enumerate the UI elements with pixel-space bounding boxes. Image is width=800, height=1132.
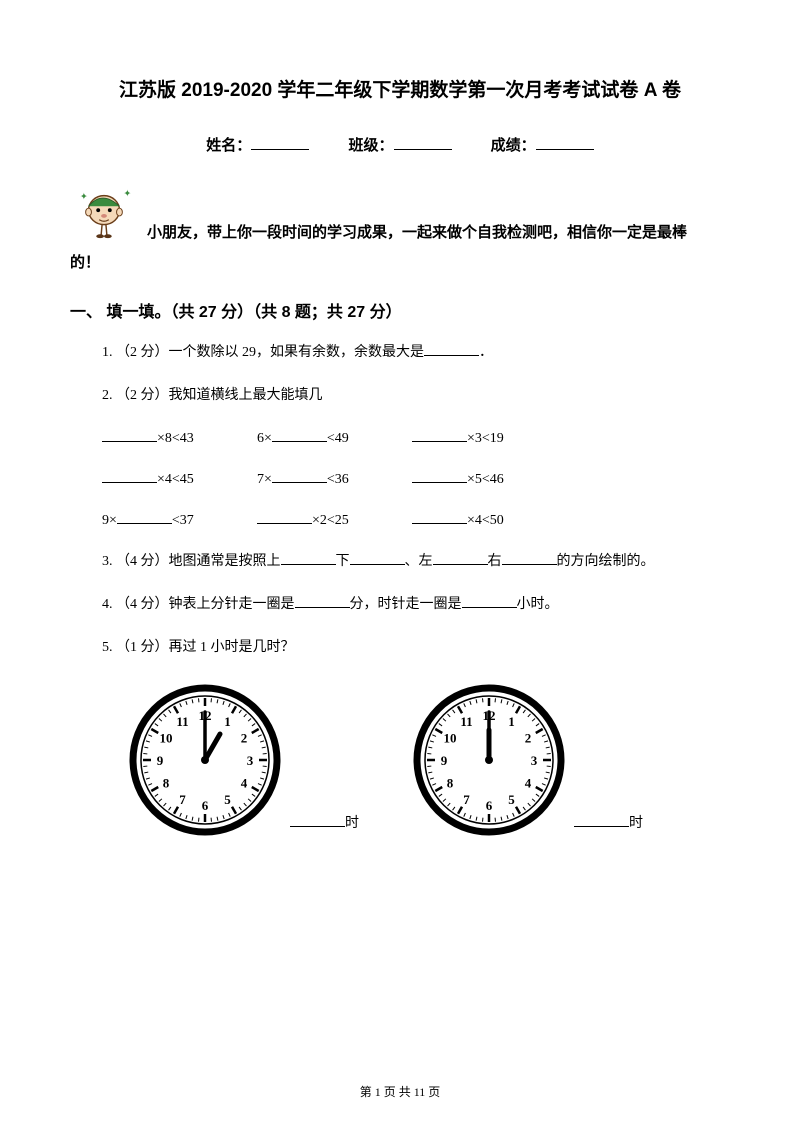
q4-pre: 4. （4 分）钟表上分针走一圈是 [102,597,295,612]
q1-suffix: ． [479,345,493,360]
clock-1-label: 时 [290,812,359,832]
clock-2: 123456789101112 [409,680,569,840]
q4-blank-2[interactable] [462,594,517,608]
q4-blank-1[interactable] [295,594,350,608]
q2-cell-2-2: ×4<50 [412,510,567,529]
student-info: 姓名： 班级： 成绩： [70,134,730,155]
svg-text:6: 6 [202,798,209,813]
footer-total: 11 [414,1085,426,1099]
q2-blank-2-1[interactable] [257,510,312,524]
intro-text-1: 小朋友，带上你一段时间的学习成果，一起来做个自我检测吧，相信你一定是最棒 [147,185,730,242]
q3-pre: 3. （4 分）地图通常是按照上 [102,554,281,569]
question-1: 1. （2 分）一个数除以 29，如果有余数，余数最大是 ． [102,342,730,363]
q2-row-2: 9×<37×2<25×4<50 [102,510,730,529]
class-blank[interactable] [394,149,452,150]
svg-text:4: 4 [241,776,248,791]
question-5: 5. （1 分）再过 1 小时是几时？ [102,637,730,658]
svg-text:9: 9 [157,753,164,768]
q2-blank-1-0[interactable] [102,469,157,483]
clock-1-unit: 时 [345,816,359,831]
clock-1: 123456789101112 [125,680,285,840]
svg-text:2: 2 [241,731,248,746]
q2-cell-0-0: ×8<43 [102,428,257,447]
clock-1-blank[interactable] [290,813,345,827]
svg-text:8: 8 [163,776,170,791]
q4-suf: 小时。 [517,597,559,612]
svg-text:6: 6 [486,798,493,813]
footer-pre: 第 [360,1085,375,1099]
score-label: 成绩： [491,137,536,154]
q1-blank[interactable] [424,342,479,356]
page-title: 江苏版 2019-2020 学年二年级下学期数学第一次月考考试试卷 A 卷 [70,75,730,102]
question-2: 2. （2 分）我知道横线上最大能填几 [102,385,730,406]
footer-suf: 页 [425,1085,440,1099]
intro-row: ✦ ✦ 小朋友，带上你一段时间的学习成果，一起来做个自我检测吧，相信你一定是最棒 [70,185,730,243]
svg-text:9: 9 [441,753,448,768]
q2-cell-1-0: ×4<45 [102,469,257,488]
q3-m2: 、左 [405,554,433,569]
svg-text:11: 11 [176,714,188,729]
q2-blank-0-2[interactable] [412,428,467,442]
q3-m3: 右 [488,554,502,569]
svg-text:2: 2 [525,731,532,746]
svg-text:7: 7 [463,792,470,807]
q2-cell-1-2: ×5<46 [412,469,567,488]
q3-blank-2[interactable] [350,551,405,565]
mascot-icon: ✦ ✦ [75,185,133,243]
svg-text:8: 8 [447,776,454,791]
name-label: 姓名： [206,137,251,154]
svg-text:10: 10 [160,731,173,746]
q3-blank-1[interactable] [281,551,336,565]
footer-mid: 页 共 [381,1085,414,1099]
q2-blank-1-2[interactable] [412,469,467,483]
question-4: 4. （4 分）钟表上分针走一圈是 分，时针走一圈是 小时。 [102,594,730,615]
q2-row-0: ×8<436×<49×3<19 [102,428,730,447]
name-blank[interactable] [251,149,309,150]
svg-text:11: 11 [460,714,472,729]
q2-cell-1-1: 7×<36 [257,469,412,488]
q3-blank-3[interactable] [433,551,488,565]
svg-text:10: 10 [444,731,457,746]
q2-cell-0-2: ×3<19 [412,428,567,447]
svg-text:1: 1 [224,714,231,729]
q2-cell-2-0: 9×<37 [102,510,257,529]
clock-2-label: 时 [574,812,643,832]
q2-blank-2-2[interactable] [412,510,467,524]
score-blank[interactable] [536,149,594,150]
q2-blank-1-1[interactable] [272,469,327,483]
question-3: 3. （4 分）地图通常是按照上 下 、左 右 的方向绘制的。 [102,551,730,572]
page-footer: 第 1 页 共 11 页 [0,1083,800,1100]
svg-text:1: 1 [508,714,515,729]
q2-row-1: ×4<457×<36×5<46 [102,469,730,488]
q3-m1: 下 [336,554,350,569]
clock-2-unit: 时 [629,816,643,831]
svg-text:5: 5 [224,792,231,807]
intro-text-2: 的！ [70,251,730,272]
svg-text:✦: ✦ [123,189,131,200]
q2-cell-0-1: 6×<49 [257,428,412,447]
svg-text:3: 3 [247,753,254,768]
svg-text:4: 4 [525,776,532,791]
q2-blank-0-0[interactable] [102,428,157,442]
q4-mid: 分，时针走一圈是 [350,597,462,612]
svg-text:7: 7 [179,792,186,807]
q2-blank-2-0[interactable] [117,510,172,524]
section-1-title: 一、 填一填。（共 27 分）（共 8 题；共 27 分） [70,298,730,322]
q3-blank-4[interactable] [502,551,557,565]
clock-2-blank[interactable] [574,813,629,827]
q1-text: 1. （2 分）一个数除以 29，如果有余数，余数最大是 [102,345,424,360]
svg-text:3: 3 [531,753,538,768]
clock-2-wrap: 123456789101112 时 [409,680,643,840]
clocks-row: 123456789101112 时 123456789101112 时 [125,680,730,840]
class-label: 班级： [348,137,393,154]
q2-cell-2-1: ×2<25 [257,510,412,529]
q3-suf: 的方向绘制的。 [557,554,655,569]
clock-1-wrap: 123456789101112 时 [125,680,359,840]
svg-text:✦: ✦ [80,192,88,203]
q2-blank-0-1[interactable] [272,428,327,442]
svg-text:5: 5 [508,792,515,807]
